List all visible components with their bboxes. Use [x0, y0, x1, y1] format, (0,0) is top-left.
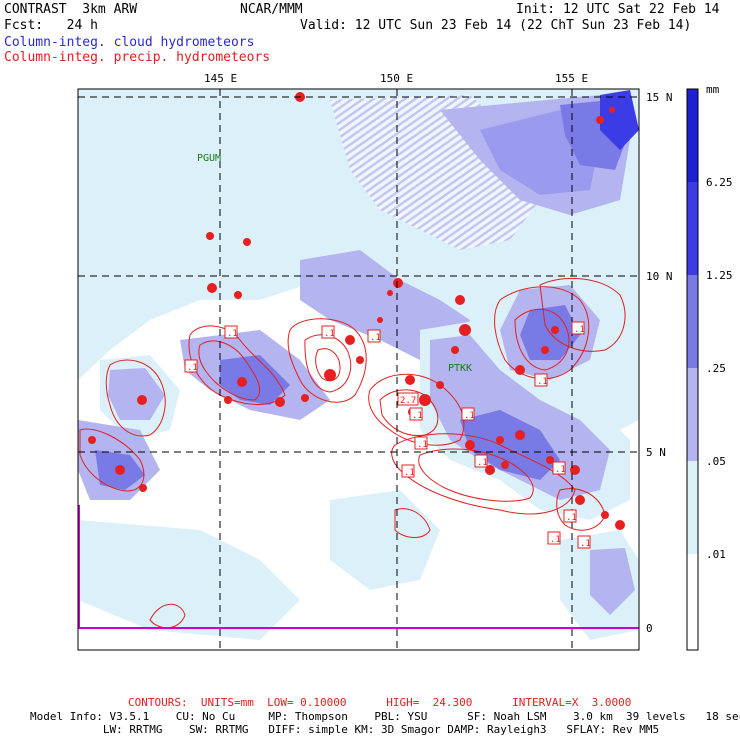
lon-label-145: 145 E	[204, 72, 237, 85]
colorbar-segment	[687, 275, 698, 368]
colorbar-segment	[687, 368, 698, 461]
contour-label: .1	[227, 329, 238, 339]
lon-label-155: 155 E	[555, 72, 588, 85]
lon-label-150: 150 E	[380, 72, 413, 85]
lat-label-15n: 15 N	[646, 91, 673, 104]
contour-label-boxes	[184, 321, 591, 549]
lat-label-0: 0	[646, 622, 653, 635]
contour-label: .1	[555, 465, 566, 475]
contour-label: .1	[537, 377, 548, 387]
legend-precip-hydrometeors: Column-integ. precip. hydrometeors	[4, 50, 271, 65]
contour-label: .1	[187, 363, 198, 373]
colorbar-segment	[687, 182, 698, 275]
precip-cores	[88, 92, 625, 530]
grid-lines	[78, 89, 639, 650]
contour-label: .1	[417, 440, 428, 450]
contour-label: .1	[580, 539, 591, 549]
contour-label: .1	[464, 411, 475, 421]
model-title: CONTRAST 3km ARW	[4, 2, 138, 17]
colorbar-label: .25	[706, 362, 726, 375]
lat-label-5n: 5 N	[646, 446, 666, 459]
colorbar-label: 6.25	[706, 176, 733, 189]
contour-label: .1	[550, 535, 561, 545]
colorbar-label: 1.25	[706, 269, 733, 282]
contour-label: .1	[404, 468, 415, 478]
colorbar-unit: mm	[706, 83, 720, 96]
colorbar	[686, 88, 699, 651]
legend-cloud-hydrometeors: Column-integ. cloud hydrometeors	[4, 35, 255, 50]
contour-label: .1	[412, 411, 423, 421]
model-info-line-2: LW: RRTMG SW: RRTMG DIFF: simple KM: 3D …	[30, 723, 660, 736]
contour-label: 2.7	[400, 396, 416, 406]
init-time: Init: 12 UTC Sat 22 Feb 14	[516, 2, 720, 17]
valid-time: Valid: 12 UTC Sun 23 Feb 14 (22 ChT Sun …	[300, 18, 692, 33]
colorbar-segment	[687, 461, 698, 554]
contour-label: .1	[324, 329, 335, 339]
lat-label-10n: 10 N	[646, 270, 673, 283]
precip-contours	[79, 277, 626, 629]
forecast-hour: Fcst: 24 h	[4, 18, 98, 33]
contour-label: .1	[477, 458, 488, 468]
model-info-line-1: Model Info: V3.5.1 CU: No Cu MP: Thompso…	[30, 710, 740, 723]
contour-label: .1	[566, 513, 577, 523]
colorbar-label: .05	[706, 455, 726, 468]
station-label-ptkk: PTKK	[448, 363, 472, 374]
plot-frame	[77, 88, 640, 651]
colorbar-segment	[687, 89, 698, 182]
contour-label: .1	[370, 333, 381, 343]
contour-info: CONTOURS: UNITS=mm LOW= 0.10000 HIGH= 24…	[128, 696, 632, 709]
contour-label: .1	[574, 325, 585, 335]
colorbar-label: .01	[706, 548, 726, 561]
org-label: NCAR/MMM	[240, 2, 303, 17]
station-label-pgum: PGUM	[197, 153, 221, 164]
colorbar-segment	[687, 554, 698, 650]
